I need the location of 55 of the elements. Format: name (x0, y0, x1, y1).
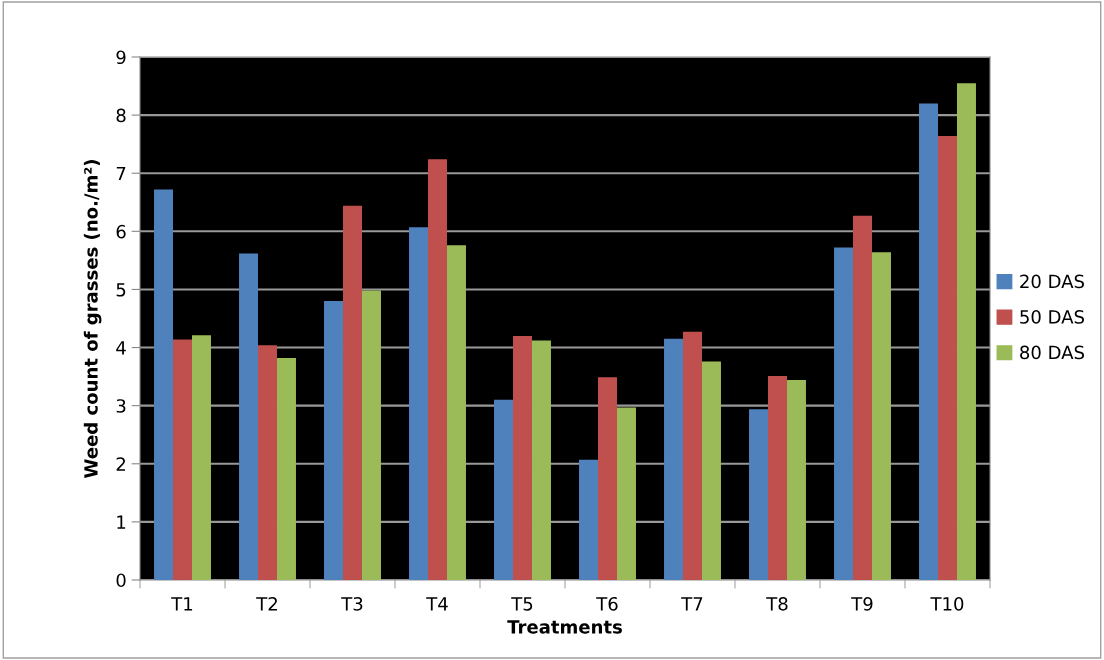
y-tick-label: 6 (116, 224, 126, 239)
x-tick-label: T2 (256, 596, 277, 611)
x-tick-label: T5 (511, 597, 533, 611)
bar (343, 205, 362, 580)
y-tick-label: 1 (117, 515, 126, 529)
bar (871, 252, 891, 580)
y-tick-label: 5 (116, 283, 126, 297)
bar (494, 399, 514, 580)
bar (276, 358, 296, 580)
bar (919, 103, 939, 580)
y-tick-label: 0 (116, 573, 126, 588)
bar (428, 159, 447, 580)
x-tick-label: T7 (681, 597, 703, 611)
bar (154, 189, 174, 580)
y-tick-label: 4 (116, 341, 126, 355)
x-tick-label: T4 (426, 597, 448, 611)
bar (361, 290, 381, 580)
bar (616, 407, 636, 580)
bar (191, 335, 211, 580)
x-tick-label: T8 (766, 596, 788, 611)
bar (701, 361, 721, 580)
bar (834, 247, 854, 580)
x-tick-label: T9 (851, 596, 873, 611)
x-axis-title: Treatments (507, 620, 622, 634)
y-axis-title: Weed count of grasses (no./m²) (83, 160, 102, 478)
bar (853, 215, 872, 580)
x-tick-label: T1 (171, 597, 193, 611)
bar (409, 227, 429, 580)
bar (749, 409, 769, 580)
y-tick-label: 3 (116, 399, 126, 413)
bar (786, 380, 806, 580)
bar (173, 339, 192, 580)
bar (768, 376, 787, 580)
bar (683, 331, 702, 580)
y-tick-label: 2 (116, 457, 125, 471)
legend-label: 80 DAS (1020, 345, 1084, 360)
bar (239, 253, 259, 580)
legend-label: 50 DAS (1020, 310, 1084, 324)
y-tick-label: 8 (116, 108, 126, 123)
x-tick-label: T3 (341, 596, 363, 611)
y-tick-label: 9 (116, 50, 126, 65)
y-tick-label: 7 (116, 166, 126, 181)
bar (956, 83, 976, 580)
bar (258, 345, 277, 580)
legend-label: 20 DAS (1020, 274, 1084, 289)
bar (531, 340, 551, 580)
bar (938, 136, 957, 580)
x-tick-label: T10 (930, 596, 964, 611)
bar (513, 335, 532, 580)
bar (579, 459, 599, 580)
bar (446, 245, 466, 580)
bar (664, 338, 684, 580)
x-tick-label: T6 (596, 596, 618, 611)
bar (598, 377, 617, 580)
bar (324, 301, 344, 580)
